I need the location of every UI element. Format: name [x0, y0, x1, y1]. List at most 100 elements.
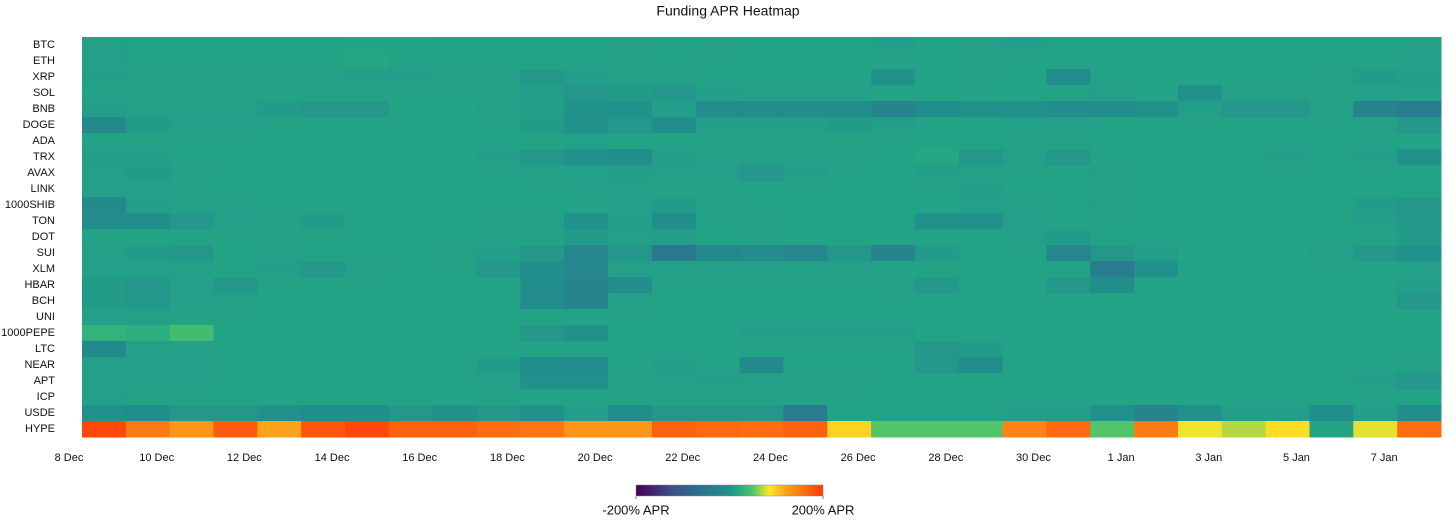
heatmap-cell — [783, 389, 828, 406]
heatmap-cell — [1177, 213, 1223, 230]
heatmap-cell — [1177, 405, 1223, 422]
heatmap-cell — [432, 293, 478, 310]
heatmap-cell — [345, 101, 390, 118]
heatmap-cell — [1046, 53, 1091, 70]
heatmap-cell — [476, 165, 521, 182]
heatmap-cell — [914, 181, 960, 198]
heatmap-cell — [783, 197, 828, 214]
heatmap-cell — [82, 149, 127, 166]
heatmap-cell — [520, 421, 565, 438]
chart-title: Funding APR Heatmap — [656, 3, 799, 19]
heatmap-cell — [783, 101, 828, 118]
heatmap-cell — [1090, 229, 1135, 246]
heatmap-cell — [1397, 293, 1442, 310]
x-tick-label: 28 Dec — [928, 452, 963, 464]
heatmap-cell — [169, 213, 215, 230]
heatmap-cell — [520, 69, 565, 86]
heatmap-cell — [651, 117, 697, 134]
heatmap-cell — [1090, 357, 1135, 374]
heatmap-cell — [564, 149, 609, 166]
heatmap-cell — [739, 309, 784, 326]
heatmap-cell — [1221, 405, 1267, 422]
heatmap-cell — [958, 389, 1004, 406]
heatmap-cell — [651, 421, 697, 438]
heatmap-cell — [432, 101, 478, 118]
heatmap-cell — [1002, 165, 1047, 182]
heatmap-cell — [301, 421, 346, 438]
x-tick-label: 20 Dec — [578, 452, 613, 464]
heatmap-cell — [169, 277, 215, 294]
heatmap-cell — [827, 181, 872, 198]
heatmap-cell — [1221, 341, 1267, 358]
heatmap-cell — [651, 373, 697, 390]
heatmap-cell — [1397, 133, 1442, 150]
heatmap-cell — [695, 309, 741, 326]
heatmap-cell — [914, 389, 960, 406]
heatmap-cell — [914, 133, 960, 150]
heatmap-cell — [871, 53, 916, 70]
heatmap-cell — [345, 165, 390, 182]
heatmap-cell — [827, 133, 872, 150]
heatmap-cell — [1134, 197, 1179, 214]
heatmap-cell — [958, 165, 1004, 182]
heatmap-cell — [301, 53, 346, 70]
heatmap-cell — [169, 309, 215, 326]
heatmap-cell — [914, 69, 960, 86]
x-tick-label: 16 Dec — [402, 452, 437, 464]
heatmap-cell — [301, 197, 346, 214]
heatmap-cell — [520, 181, 565, 198]
heatmap-cell — [1309, 229, 1354, 246]
heatmap-cell — [958, 85, 1004, 102]
heatmap-cell — [520, 341, 565, 358]
heatmap-cell — [520, 117, 565, 134]
y-tick-label: BTC — [33, 39, 55, 51]
heatmap-cell — [388, 373, 434, 390]
heatmap-cell — [871, 421, 916, 438]
heatmap-cell — [914, 405, 960, 422]
x-tick-label: 30 Dec — [1016, 452, 1051, 464]
heatmap-cell — [1397, 261, 1442, 278]
heatmap-cell — [169, 357, 215, 374]
heatmap-cell — [257, 37, 302, 54]
heatmap-cell — [1309, 389, 1354, 406]
heatmap-cell — [1090, 277, 1135, 294]
heatmap-cell — [914, 261, 960, 278]
heatmap-cell — [739, 277, 784, 294]
heatmap-cell — [169, 37, 215, 54]
heatmap-cell — [608, 213, 653, 230]
heatmap-cell — [783, 373, 828, 390]
heatmap-cell — [301, 181, 346, 198]
heatmap-cell — [608, 405, 653, 422]
heatmap-cell — [1046, 149, 1091, 166]
heatmap-cell — [1309, 309, 1354, 326]
heatmap-cell — [476, 277, 521, 294]
heatmap-cell — [1177, 325, 1223, 342]
heatmap-cell — [388, 69, 434, 86]
heatmap-cell — [1397, 181, 1442, 198]
heatmap-cell — [1265, 261, 1310, 278]
heatmap-cell — [1309, 181, 1354, 198]
heatmap-cell — [1177, 277, 1223, 294]
heatmap-cell — [1221, 293, 1267, 310]
heatmap-cell — [1177, 181, 1223, 198]
heatmap-cell — [476, 389, 521, 406]
heatmap-cell — [608, 309, 653, 326]
heatmap-cell — [1134, 293, 1179, 310]
heatmap-cell — [432, 421, 478, 438]
heatmap-cell — [1309, 261, 1354, 278]
heatmap-cell — [432, 53, 478, 70]
heatmap-cell — [1046, 197, 1091, 214]
heatmap-cell — [125, 405, 171, 422]
heatmap-cell — [388, 357, 434, 374]
y-tick-label: 1000PEPE — [1, 327, 55, 339]
heatmap-cell — [1265, 133, 1310, 150]
heatmap-cell — [520, 133, 565, 150]
heatmap-cell — [739, 197, 784, 214]
heatmap-cell — [257, 53, 302, 70]
heatmap-cell — [257, 117, 302, 134]
heatmap-cell — [783, 117, 828, 134]
heatmap-cell — [345, 357, 390, 374]
heatmap-cell — [1090, 69, 1135, 86]
heatmap-cell — [125, 309, 171, 326]
heatmap-cell — [608, 245, 653, 262]
